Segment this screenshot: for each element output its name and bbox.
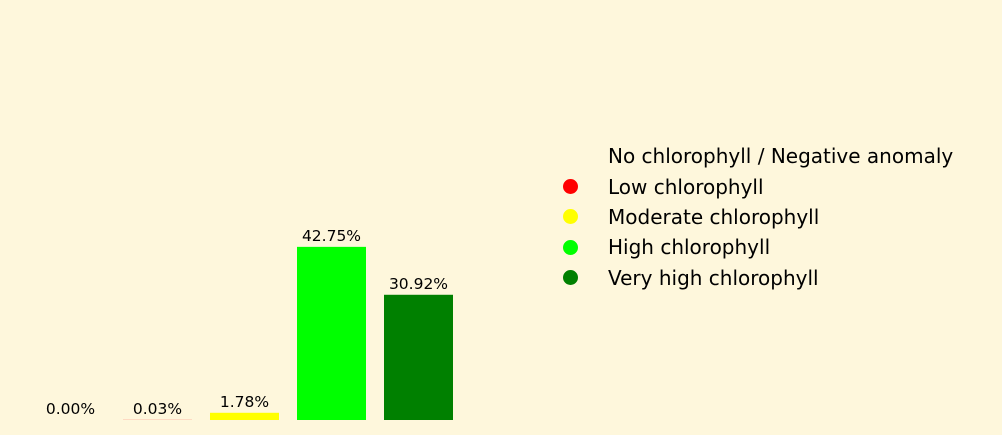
bar-value-label-1: 0.00% [46, 400, 95, 418]
legend-marker-icon [563, 148, 578, 164]
bar-3 [210, 412, 279, 420]
legend-label: Very high chlorophyll [608, 265, 819, 290]
bar-4 [297, 246, 366, 420]
bar-value-label-3: 1.78% [220, 393, 269, 411]
bar-value-label-5: 30.92% [389, 275, 448, 293]
bar-5 [384, 294, 453, 420]
legend-label: Low chlorophyll [608, 174, 764, 199]
chart-legend: No chlorophyll / Negative anomaly Low chl… [560, 141, 953, 293]
legend-item-3: Moderate chlorophyll [560, 202, 953, 232]
legend-item-1: No chlorophyll / Negative anomaly [560, 141, 953, 171]
legend-item-4: High chlorophyll [560, 232, 953, 262]
legend-marker-icon [563, 179, 578, 195]
legend-marker-icon [563, 239, 578, 255]
legend-marker-icon [563, 270, 578, 286]
legend-item-2: Low chlorophyll [560, 171, 953, 201]
bar-value-label-4: 42.75% [302, 227, 361, 245]
bar-value-label-2: 0.03% [133, 400, 182, 418]
legend-marker-icon [563, 209, 578, 225]
legend-label: No chlorophyll / Negative anomaly [608, 144, 954, 169]
legend-item-5: Very high chlorophyll [560, 263, 953, 293]
legend-label: High chlorophyll [608, 235, 771, 260]
legend-label: Moderate chlorophyll [608, 204, 820, 229]
